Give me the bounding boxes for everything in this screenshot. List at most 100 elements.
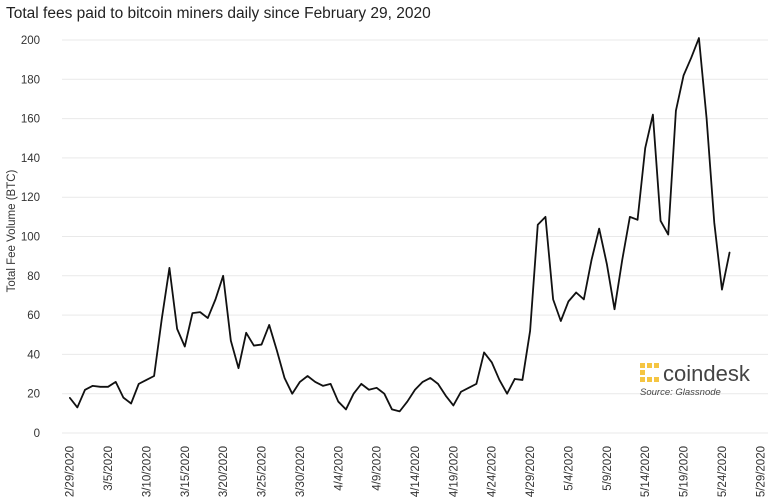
data-point bbox=[92, 385, 94, 387]
data-point bbox=[276, 349, 278, 352]
data-point bbox=[475, 383, 477, 385]
data-point bbox=[529, 330, 531, 332]
x-tick-label: 4/14/2020 bbox=[410, 446, 422, 497]
data-point bbox=[675, 110, 677, 112]
data-point bbox=[583, 298, 585, 300]
data-point bbox=[452, 404, 454, 407]
data-point bbox=[506, 393, 508, 395]
x-tick-label: 3/15/2020 bbox=[180, 446, 192, 497]
y-tick-label: 0 bbox=[34, 428, 40, 440]
series-line bbox=[68, 37, 731, 413]
data-point bbox=[606, 263, 608, 265]
x-tick-label: 5/19/2020 bbox=[679, 446, 691, 497]
data-point bbox=[621, 259, 623, 261]
data-point bbox=[682, 74, 685, 76]
y-tick-label: 20 bbox=[27, 389, 40, 401]
data-point bbox=[483, 351, 485, 354]
data-point bbox=[713, 222, 715, 224]
gridlines bbox=[62, 39, 768, 434]
data-point bbox=[207, 317, 209, 319]
x-tick-label: 5/14/2020 bbox=[640, 446, 652, 497]
data-point bbox=[314, 381, 316, 383]
data-point bbox=[491, 361, 493, 363]
x-tick-label: 3/10/2020 bbox=[141, 446, 153, 497]
data-point bbox=[598, 228, 600, 230]
x-axis-ticks: 2/29/2020 3/5/2020 3/10/2020 3/15/2020 3/20/… bbox=[65, 446, 768, 497]
data-point bbox=[544, 216, 547, 218]
data-point bbox=[230, 340, 232, 342]
data-point bbox=[537, 224, 539, 226]
y-tick-label: 180 bbox=[21, 74, 40, 86]
data-point bbox=[260, 343, 263, 346]
data-point bbox=[521, 379, 524, 381]
data-point bbox=[337, 400, 339, 403]
data-point bbox=[222, 275, 224, 277]
x-tick-label: 5/29/2020 bbox=[755, 446, 767, 497]
data-point bbox=[237, 367, 240, 369]
data-point bbox=[690, 57, 692, 59]
data-point bbox=[214, 298, 217, 300]
data-point bbox=[130, 402, 132, 405]
x-tick-label: 3/25/2020 bbox=[257, 446, 269, 497]
x-tick-label: 2/29/2020 bbox=[65, 446, 77, 497]
data-point bbox=[460, 391, 462, 393]
data-point bbox=[107, 386, 109, 388]
x-tick-label: 4/4/2020 bbox=[333, 446, 345, 491]
y-tick-label: 40 bbox=[27, 349, 40, 361]
data-point bbox=[268, 324, 270, 326]
y-axis-ticks: 0 20 40 60 80 100 120 140 160 180 200 bbox=[21, 35, 40, 440]
y-tick-label: 60 bbox=[27, 310, 40, 322]
data-point bbox=[652, 114, 654, 116]
y-tick-label: 120 bbox=[21, 192, 40, 204]
data-point bbox=[199, 311, 201, 313]
x-tick-label: 3/5/2020 bbox=[103, 446, 115, 491]
y-tick-label: 100 bbox=[21, 232, 40, 244]
data-point bbox=[567, 300, 570, 302]
x-tick-label: 5/24/2020 bbox=[717, 446, 729, 497]
data-point bbox=[514, 378, 516, 380]
data-point bbox=[706, 118, 708, 120]
data-point bbox=[161, 318, 163, 320]
coindesk-logo-icon bbox=[640, 363, 659, 382]
data-point bbox=[406, 400, 408, 403]
x-tick-label: 3/20/2020 bbox=[218, 446, 230, 497]
data-point bbox=[445, 395, 447, 397]
data-point bbox=[299, 381, 301, 383]
data-point bbox=[253, 344, 255, 347]
y-tick-label: 160 bbox=[21, 114, 40, 126]
data-point bbox=[391, 408, 393, 411]
x-tick-label: 4/29/2020 bbox=[525, 446, 537, 497]
chart-title: Total fees paid to bitcoin miners daily … bbox=[6, 5, 431, 22]
data-point bbox=[283, 377, 286, 379]
data-point bbox=[729, 251, 731, 253]
data-point bbox=[306, 375, 309, 377]
data-point bbox=[245, 332, 247, 334]
data-point bbox=[138, 383, 140, 385]
data-point bbox=[721, 288, 723, 291]
data-point bbox=[613, 308, 616, 310]
x-tick-label: 4/24/2020 bbox=[487, 446, 499, 497]
data-point bbox=[698, 37, 700, 39]
data-point bbox=[122, 397, 124, 399]
data-point bbox=[560, 320, 562, 322]
data-point bbox=[575, 291, 577, 294]
x-tick-label: 5/9/2020 bbox=[602, 446, 614, 491]
data-point bbox=[145, 379, 148, 381]
data-point bbox=[399, 410, 401, 412]
data-point bbox=[383, 393, 385, 395]
data-point bbox=[368, 389, 370, 391]
data-point bbox=[629, 216, 631, 218]
coindesk-wordmark: coindesk bbox=[663, 361, 751, 386]
data-point bbox=[345, 408, 347, 411]
y-tick-label: 80 bbox=[27, 271, 40, 283]
data-point bbox=[176, 328, 178, 330]
data-point bbox=[659, 220, 662, 222]
data-point bbox=[429, 377, 431, 379]
data-point bbox=[644, 147, 646, 149]
x-tick-label: 3/30/2020 bbox=[295, 446, 307, 497]
y-tick-label: 140 bbox=[21, 153, 40, 165]
data-point bbox=[76, 406, 78, 409]
source-note: Source: Glassnode bbox=[640, 387, 721, 398]
data-point bbox=[498, 379, 501, 381]
data-point bbox=[168, 267, 171, 269]
